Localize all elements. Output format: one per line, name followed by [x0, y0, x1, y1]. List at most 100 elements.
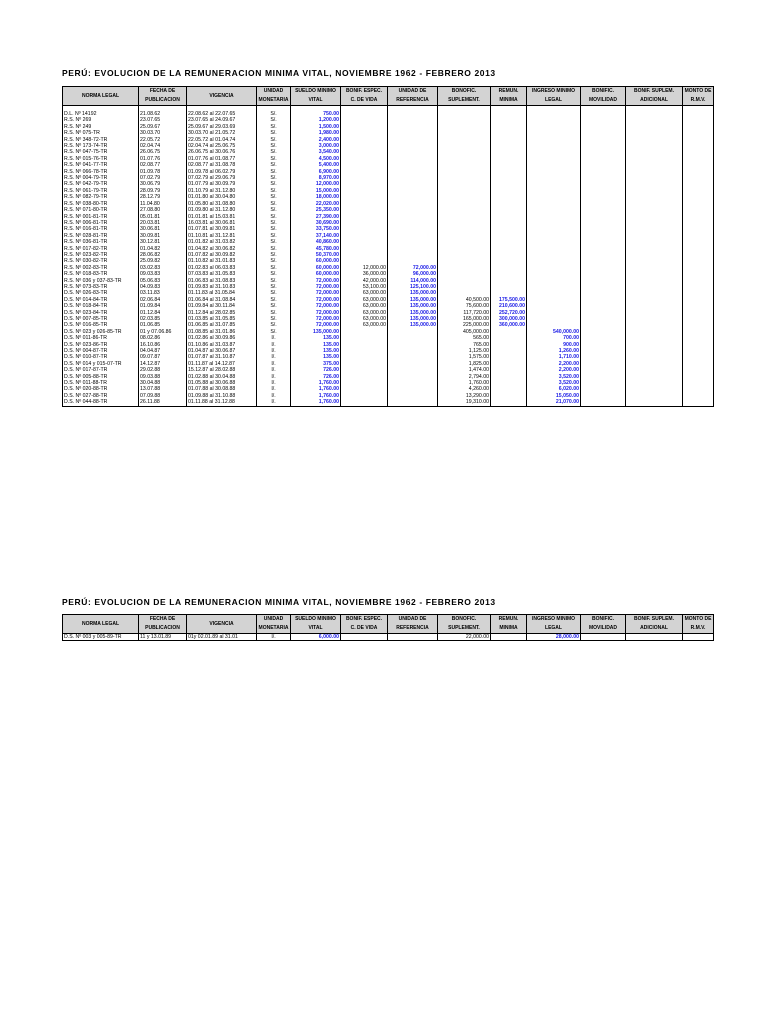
cell-monto-rmv [682, 264, 714, 272]
column-header-remun-minima: REMUN. MINIMA [490, 614, 527, 634]
column-header-bonofic-suplement: BONOFIC. SUPLEMENT. [437, 86, 491, 106]
column-header-remun-minima: REMUN. MINIMA [490, 86, 527, 106]
table-row: D.S. Nº 044-88-TR 26.11.88 01.11.88 al 31.… [62, 399, 714, 407]
table-row: R.S. Nº 047-75-TR 26.06.75 26.06.75 al 30.… [62, 149, 714, 156]
cell-monto-rmv [682, 239, 714, 246]
wage-table: NORMA LEGAL FECHA DE PUBLICACION VIGENCIA UN… [62, 86, 714, 407]
cell-monto-rmv [682, 162, 714, 169]
column-header-line: FECHA DE [149, 88, 176, 94]
column-header-unidad-referencia: UNIDAD DE REFERENCIA [387, 86, 438, 106]
column-header-line: UNIDAD [263, 616, 284, 622]
column-header-line: PUBLICACION [145, 97, 180, 103]
column-header-line: ADICIONAL [640, 97, 668, 103]
cell-norma-legal: D.S. Nº 044-88-TR [62, 399, 139, 407]
cell-monto-rmv [682, 117, 714, 124]
column-header-unidad-referencia: UNIDAD DE REFERENCIA [387, 614, 438, 634]
cell-bonif-espec [340, 399, 388, 407]
cell-monto-rmv [682, 168, 714, 176]
cell-monto-rmv [682, 181, 714, 188]
column-header-line: VITAL [308, 97, 323, 103]
cell-monto-rmv [682, 296, 714, 304]
table-row: R.S. Nº 042-79-TR 30.06.79 01.07.79 al 30.… [62, 181, 714, 188]
cell-monto-rmv [682, 213, 714, 220]
column-header-line: REFERENCIA [396, 625, 429, 631]
table-row: D.S. Nº 011-86-TR 08.02.86 01.02.86 al 30.… [62, 335, 714, 342]
column-header-line: SUELDO MINIMO [295, 88, 336, 94]
column-header-ingreso-minimo-legal: INGRESO MINIMO LEGAL [526, 86, 581, 106]
cell-monto-rmv [682, 187, 714, 195]
cell-monto-rmv [682, 219, 714, 227]
cell-monto-rmv [682, 251, 714, 259]
table-row: R.S. Nº 071-80-TR 27.08.80 01.09.80 al 31.… [62, 207, 714, 214]
table-row: R.S. Nº 006-81-TR 20.03.81 16.03.81 al 30.… [62, 219, 714, 227]
cell-vigencia: 01.11.88 al 31.12.88 [186, 399, 257, 407]
cell-monto-rmv [682, 290, 714, 297]
table-row: D.S. Nº 005-88-TR 09.03.88 01.02.88 al 30.… [62, 373, 714, 381]
table-row: R.S. Nº 036-81-TR 30.12.81 01.01.82 al 31.… [62, 239, 714, 246]
cell-remun-minima [490, 633, 527, 642]
page-title: PERÚ: EVOLUCION DE LA REMUNERACION MINIM… [62, 68, 496, 78]
column-header-bonif-suplem-adicional: BONIF. SUPLEM. ADICIONAL [625, 614, 683, 634]
column-header-fecha-publicacion: FECHA DE PUBLICACION [138, 86, 187, 106]
cell-monto-rmv [682, 328, 714, 336]
table-row: R.S. Nº 249 25.09.67 25.09.67 al 29.03.69 S… [62, 123, 714, 131]
column-header-line: REFERENCIA [396, 97, 429, 103]
column-header-line: LEGAL [545, 97, 562, 103]
header-row: NORMA LEGAL FECHA DE PUBLICACION VIGENCIA UN… [62, 614, 714, 634]
cell-bonofic-suplement: 22,000.00 [437, 633, 491, 642]
cell-monto-rmv [682, 386, 714, 393]
table-row: R.S. Nº 030-82-TR 25.09.82 01.10.82 al 31.… [62, 258, 714, 265]
column-header-line: ADICIONAL [640, 625, 668, 631]
table-row: D.S. Nº 026-83-TR 03.11.83 01.11.83 al 31.… [62, 290, 714, 297]
table-row: D.S. Nº 014 y 015-07-TR 14.12.87 01.11.87 … [62, 360, 714, 368]
cell-unidad-referencia [387, 633, 438, 642]
table-row: R.S. Nº 173-74-TR 02.04.74 02.04.74 al 25.… [62, 143, 714, 150]
table-row: R.S. Nº 016-81-TR 30.06.81 01.07.81 al 30.… [62, 226, 714, 233]
cell-monto-rmv [682, 155, 714, 163]
column-header-line: BONIFIC. [592, 616, 614, 622]
cell-sueldo-minimo-vital: 6,000.00 [290, 633, 341, 642]
table-row: D.S. Nº 004-87-TR 04.04.87 01.04.87 al 30.… [62, 348, 714, 355]
cell-monto-rmv [682, 123, 714, 131]
cell-monto-rmv [682, 283, 714, 291]
column-header-bonofic-suplement: BONOFIC. SUPLEMENT. [437, 614, 491, 634]
cell-norma-legal: D.S. Nº 003 y 005-89-TR [62, 633, 139, 642]
column-header-line: VIGENCIA [209, 92, 234, 99]
column-header-vigencia: VIGENCIA [186, 86, 257, 106]
column-header-ingreso-minimo-legal: INGRESO MINIMO LEGAL [526, 614, 581, 634]
column-header-line: R.M.V. [690, 97, 706, 103]
cell-monto-rmv [682, 111, 714, 118]
table-row: D.S. Nº 023-84-TR 01.12.84 01.12.84 al 28.… [62, 309, 714, 316]
table-row: R.S. Nº 028-81-TR 30.09.81 01.10.81 al 31.… [62, 232, 714, 240]
table-row: R.S. Nº 073-83-TR 04.09.83 01.09.83 al 31.… [62, 283, 714, 291]
column-header-line: MINIMA [499, 97, 518, 103]
column-header-line: SUELDO MINIMO [295, 616, 336, 622]
column-header-monto-rmv: MONTO DE R.M.V. [682, 86, 714, 106]
column-header-line: MOVILIDAD [588, 97, 618, 103]
cell-monto-rmv [682, 341, 714, 349]
column-header-line: C. DE VIDA [350, 97, 378, 103]
column-header-line: PUBLICACION [145, 625, 180, 631]
header-row: NORMA LEGAL FECHA DE PUBLICACION VIGENCIA UN… [62, 86, 714, 106]
cell-monto-rmv [682, 226, 714, 233]
column-header-line: MOVILIDAD [588, 625, 618, 631]
cell-bonif-suplem-adicional [625, 399, 683, 407]
cell-monto-rmv [682, 322, 714, 329]
table-row: D.S. Nº 018-84-TR 01.09.84 01.09.84 al 30.… [62, 303, 714, 310]
column-header-line: UNIDAD [263, 88, 284, 94]
spacer-cell [682, 105, 714, 111]
column-header-line: REMUN. [498, 616, 519, 622]
column-header-sueldo-minimo-vital: SUELDO MINIMO VITAL [290, 614, 341, 634]
column-header-line: MINIMA [499, 625, 518, 631]
page-title-repeat: PERÚ: EVOLUCION DE LA REMUNERACION MINIM… [62, 597, 496, 607]
column-header-line: BONIF. ESPEC. [345, 88, 383, 94]
column-header-line: BONIF. SUPLEM. [633, 88, 674, 94]
table-row: R.S. Nº 004-79-TR 07.02.79 07.02.79 al 29.… [62, 175, 714, 182]
table-row: R.S. Nº 015-76-TR 01.07.76 01.07.76 al 01.… [62, 155, 714, 163]
cell-monto-rmv [682, 232, 714, 240]
cell-monto-rmv [682, 303, 714, 310]
cell-monto-rmv [682, 309, 714, 316]
cell-monto-rmv [682, 245, 714, 252]
column-header-line: VITAL [308, 625, 323, 631]
cell-monto-rmv [682, 149, 714, 156]
